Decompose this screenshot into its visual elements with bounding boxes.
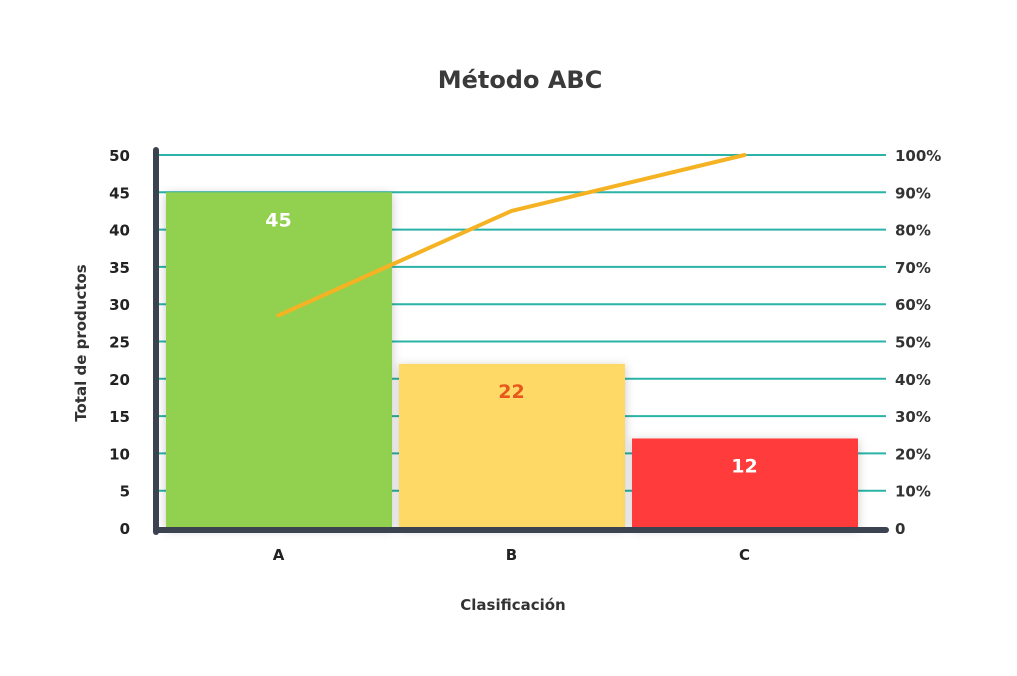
data-label: 12 (731, 455, 757, 477)
y-tick-label: 35 (109, 259, 130, 277)
x-tick-label: A (273, 546, 285, 564)
y2-tick-label: 80% (895, 222, 931, 240)
y-tick-label: 0 (120, 520, 130, 538)
y2-tick-label: 70% (895, 259, 931, 277)
y2-tick-label: 50% (895, 334, 931, 352)
y-tick-label: 40 (109, 222, 130, 240)
y-tick-label: 25 (109, 334, 130, 352)
y2-tick-label: 60% (895, 296, 931, 314)
x-tick-label: B (506, 546, 517, 564)
y2-tick-label: 20% (895, 445, 931, 463)
x-axis-ticks: A B C (273, 546, 750, 564)
data-label: 22 (498, 381, 524, 403)
y2-axis-ticks: 0 10% 20% 30% 40% 50% 60% 70% 80% 90% 100% (895, 147, 941, 538)
y-tick-label: 15 (109, 408, 130, 426)
y-tick-label: 10 (109, 445, 130, 463)
y2-tick-label: 10% (895, 483, 931, 501)
bar-c (632, 438, 858, 528)
bar-a (166, 192, 392, 529)
bars (166, 192, 858, 529)
bar-b (399, 363, 625, 528)
y2-tick-label: 30% (895, 408, 931, 426)
y-axis-ticks: 0 5 10 15 20 25 30 35 40 45 50 (109, 147, 130, 538)
y-axis-label: Total de productos (72, 264, 90, 422)
data-label: 45 (265, 209, 291, 231)
pareto-line (276, 153, 747, 318)
axes (153, 147, 889, 535)
y2-tick-label: 90% (895, 184, 931, 202)
y2-tick-label: 0 (895, 520, 905, 538)
x-axis-label: Clasificación (460, 596, 566, 614)
y2-tick-label: 100% (895, 147, 941, 165)
y-tick-label: 5 (120, 483, 130, 501)
chart-title: Método ABC (437, 66, 603, 94)
y-tick-label: 45 (109, 184, 130, 202)
y-tick-label: 50 (109, 147, 130, 165)
y-tick-label: 20 (109, 371, 130, 389)
y2-tick-label: 40% (895, 371, 931, 389)
x-tick-label: C (739, 546, 750, 564)
pareto-line-group (276, 153, 747, 318)
data-labels: 45 22 12 (265, 209, 757, 477)
y-tick-label: 30 (109, 296, 130, 314)
